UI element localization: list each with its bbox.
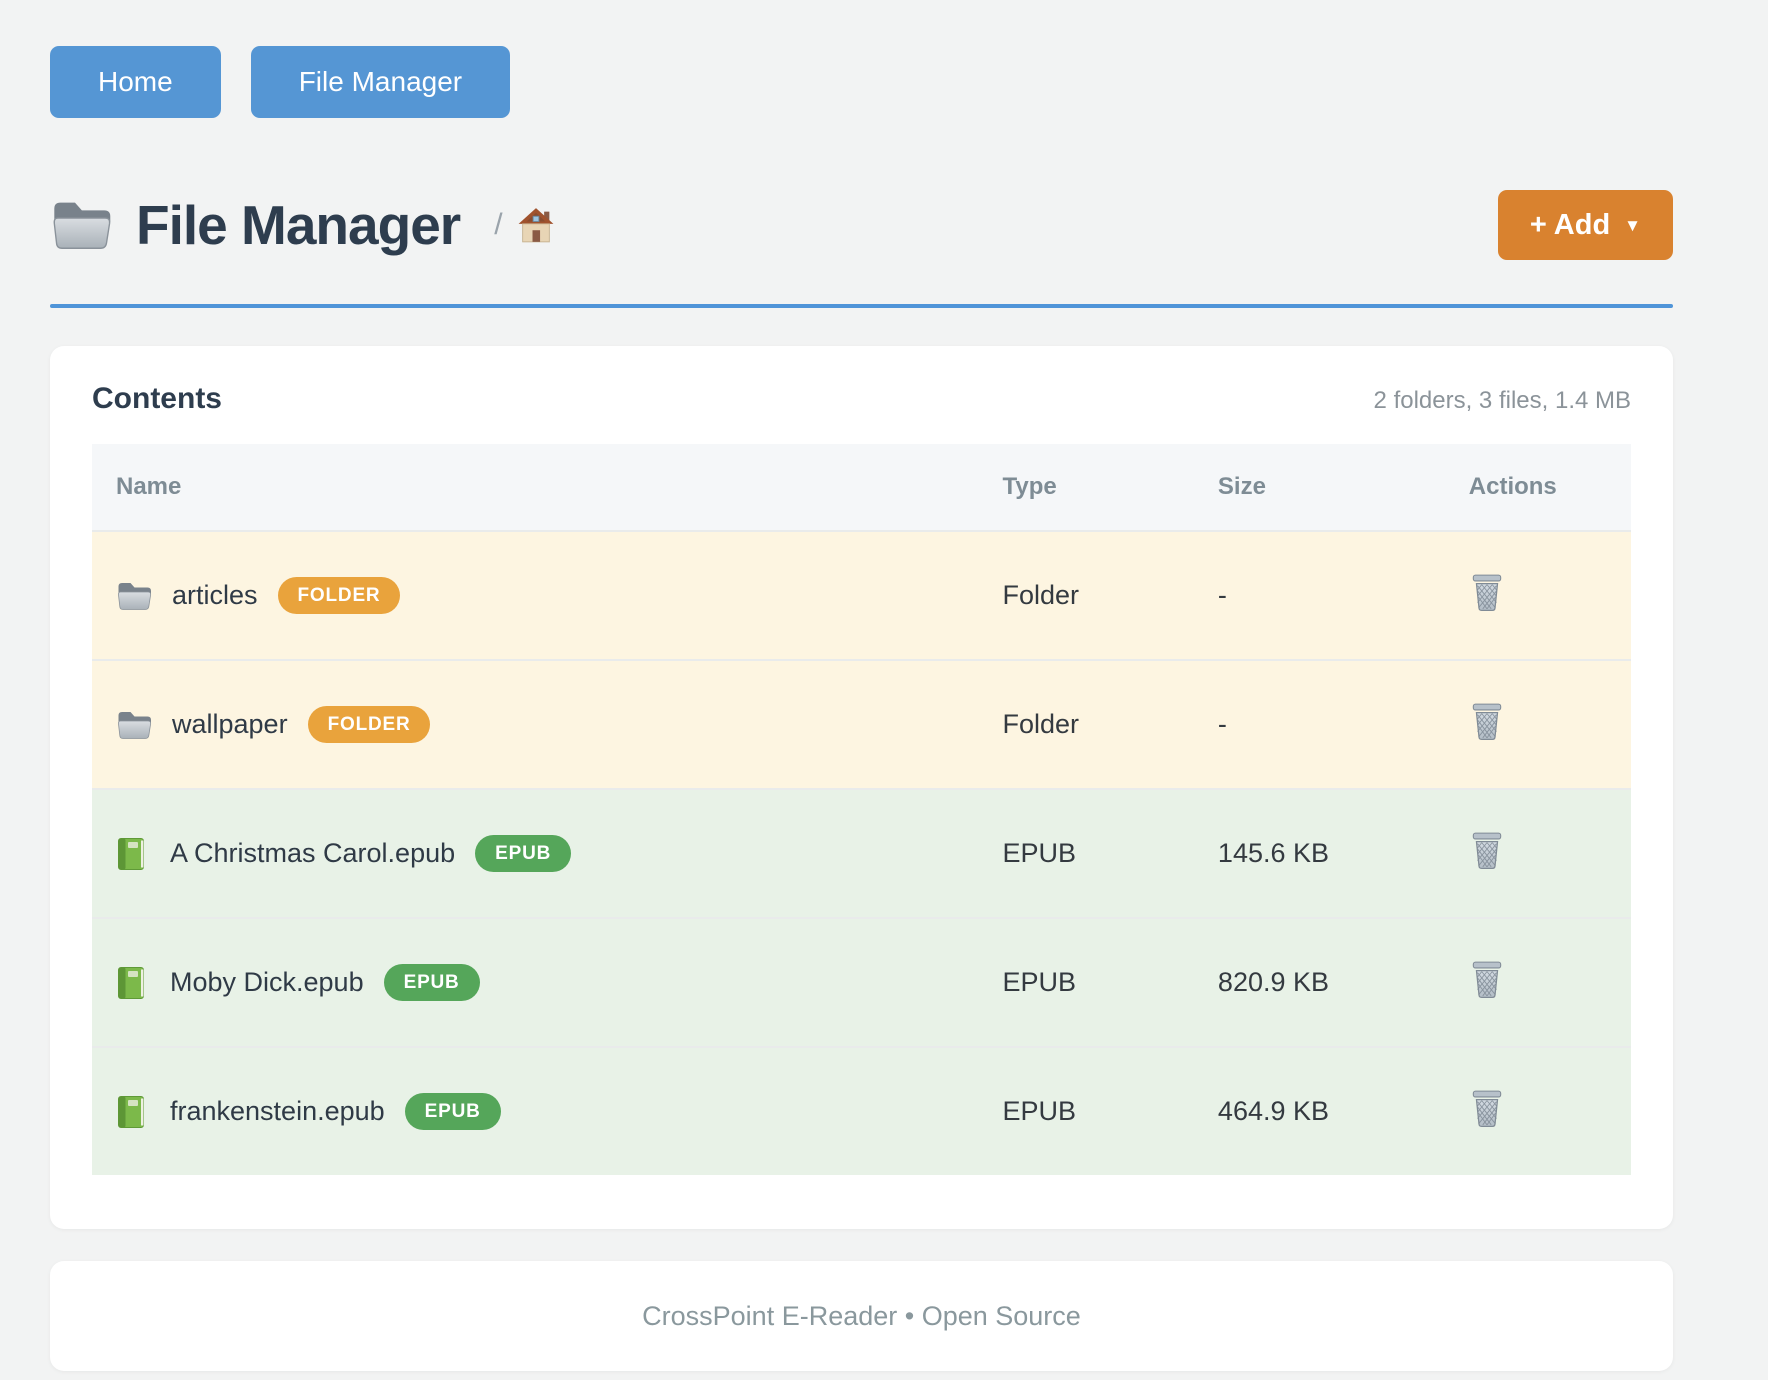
file-name-link[interactable]: frankenstein.epub — [170, 1096, 385, 1126]
contents-heading: Contents — [92, 382, 222, 415]
column-header-size: Size — [1193, 444, 1445, 531]
book-icon — [116, 837, 146, 871]
table-row: frankenstein.epub EPUB EPUB 464.9 KB — [92, 1047, 1631, 1175]
epub-badge: EPUB — [404, 1093, 501, 1130]
file-name-link[interactable]: A Christmas Carol.epub — [170, 838, 456, 868]
folder-icon — [50, 198, 112, 252]
epub-badge: EPUB — [383, 964, 480, 1001]
chevron-down-icon: ▼ — [1624, 216, 1641, 235]
table-row: wallpaper FOLDER Folder - — [92, 660, 1631, 789]
page-title: File Manager — [136, 194, 461, 256]
trash-icon[interactable] — [1469, 1088, 1505, 1128]
page-header: File Manager / + Add ▼ — [50, 190, 1673, 260]
trash-icon[interactable] — [1469, 701, 1505, 741]
book-icon — [116, 966, 146, 1000]
house-icon[interactable] — [517, 207, 555, 243]
file-name-link[interactable]: articles — [172, 580, 258, 610]
footer-text: CrossPoint E-Reader • Open Source — [642, 1300, 1081, 1331]
file-size-cell: - — [1217, 709, 1227, 739]
column-header-name: Name — [92, 444, 979, 531]
file-size-cell: - — [1217, 580, 1227, 610]
header-divider — [50, 304, 1673, 308]
epub-badge: EPUB — [475, 835, 572, 872]
trash-icon[interactable] — [1469, 830, 1505, 870]
add-button[interactable]: + Add ▼ — [1497, 190, 1673, 260]
column-header-actions: Actions — [1444, 444, 1631, 531]
file-size-cell: 464.9 KB — [1217, 1096, 1330, 1126]
breadcrumb: / — [494, 207, 554, 243]
file-table: Name Type Size Actions articles FOLDER — [92, 444, 1631, 1175]
file-manager-nav-button[interactable]: File Manager — [250, 46, 511, 118]
folder-badge: FOLDER — [307, 706, 431, 743]
home-nav-button[interactable]: Home — [50, 46, 221, 118]
file-type-cell: EPUB — [1002, 967, 1076, 997]
column-header-type: Type — [978, 444, 1194, 531]
table-header-row: Name Type Size Actions — [92, 444, 1631, 531]
table-row: Moby Dick.epub EPUB EPUB 820.9 KB — [92, 918, 1631, 1047]
file-type-cell: EPUB — [1002, 1096, 1076, 1126]
trash-icon[interactable] — [1469, 959, 1505, 999]
table-row: A Christmas Carol.epub EPUB EPUB 145.6 K… — [92, 789, 1631, 918]
add-button-label: + Add — [1529, 208, 1611, 241]
footer: CrossPoint E-Reader • Open Source — [50, 1261, 1673, 1371]
file-name-link[interactable]: Moby Dick.epub — [170, 967, 364, 997]
trash-icon[interactable] — [1469, 572, 1505, 612]
folder-icon — [116, 580, 152, 612]
contents-card: Contents 2 folders, 3 files, 1.4 MB Name… — [50, 346, 1673, 1229]
table-row: articles FOLDER Folder - — [92, 531, 1631, 660]
file-type-cell: EPUB — [1002, 838, 1076, 868]
page-title-group: File Manager / — [50, 193, 555, 257]
folder-icon — [116, 709, 152, 741]
top-nav: Home File Manager — [50, 46, 1673, 118]
contents-card-header: Contents 2 folders, 3 files, 1.4 MB — [92, 382, 1631, 416]
contents-summary: 2 folders, 3 files, 1.4 MB — [1373, 387, 1631, 414]
file-type-cell: Folder — [1002, 709, 1079, 739]
file-size-cell: 820.9 KB — [1217, 967, 1330, 997]
file-size-cell: 145.6 KB — [1217, 838, 1330, 868]
file-name-link[interactable]: wallpaper — [172, 709, 288, 739]
folder-badge: FOLDER — [277, 577, 401, 614]
file-type-cell: Folder — [1002, 580, 1079, 610]
book-icon — [116, 1095, 146, 1129]
breadcrumb-separator: / — [494, 208, 503, 241]
